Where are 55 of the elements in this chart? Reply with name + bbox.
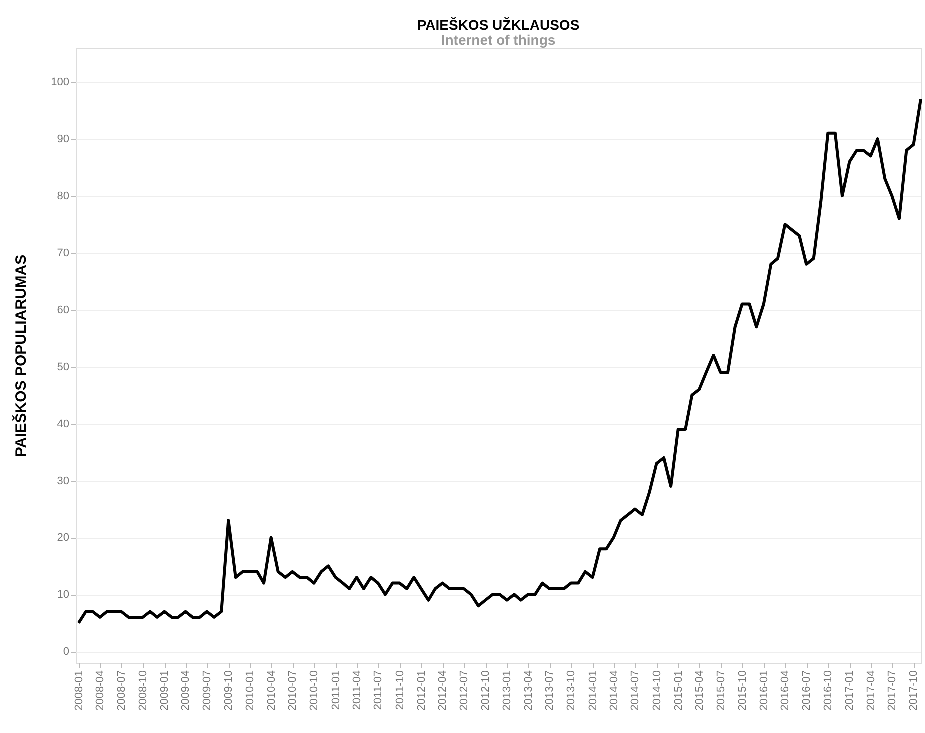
x-tick-label: 2017-10	[908, 670, 920, 711]
y-tick-label: 90	[57, 134, 70, 146]
y-axis-title: PAIEŠKOS POPULIARUMAS	[12, 254, 30, 458]
x-tick-label: 2014-01	[587, 670, 600, 711]
x-tick-label: 2008-10	[138, 670, 150, 711]
x-tick-label: 2014-04	[608, 670, 620, 711]
y-tick-label: 10	[57, 589, 70, 602]
x-tick-label: 2016-04	[780, 670, 792, 711]
x-tick-label: 2010-04	[266, 670, 278, 711]
x-tick-label: 2011-10	[394, 670, 406, 710]
x-tick-label: 2017-07	[886, 670, 899, 711]
chart-subtitle: Internet of things	[441, 32, 556, 48]
y-tick-label: 0	[63, 646, 70, 658]
x-tick-label: 2013-10	[566, 670, 578, 711]
x-tick-label: 2012-07	[458, 670, 471, 711]
y-tick-label: 70	[57, 248, 70, 260]
x-tick-label: 2015-01	[672, 670, 685, 711]
x-tick-label: 2015-07	[715, 670, 728, 711]
x-tick-label: 2012-10	[480, 670, 492, 711]
y-tick-label: 40	[57, 418, 70, 430]
x-tick-label: 2014-07	[630, 670, 642, 711]
x-tick-label: 2014-10	[651, 670, 664, 711]
x-tick-label: 2009-01	[159, 670, 172, 711]
y-tick-label: 30	[57, 475, 70, 488]
x-tick-label: 2012-01	[416, 670, 428, 711]
x-tick-label: 2009-04	[180, 670, 192, 711]
x-tick-label: 2008-01	[73, 670, 86, 711]
x-tick-label: 2008-07	[116, 670, 128, 711]
x-tick-label: 2016-01	[758, 670, 770, 711]
x-tick-label: 2017-01	[844, 670, 856, 711]
x-tick-label: 2009-10	[223, 670, 236, 711]
x-tick-label: 2011-04	[351, 670, 364, 710]
x-tick-label: 2010-10	[308, 670, 321, 711]
x-tick-label: 2016-10	[822, 670, 835, 711]
x-tick-label: 2011-01	[330, 670, 342, 710]
x-tick-label: 2010-01	[244, 670, 257, 711]
x-tick-label: 2011-07	[372, 670, 385, 710]
y-tick-label: 60	[57, 304, 70, 316]
y-tick-label: 80	[57, 190, 70, 203]
y-tick-label: 20	[57, 532, 70, 544]
x-tick-label: 2013-01	[502, 670, 514, 711]
x-tick-label: 2008-04	[94, 670, 107, 711]
chart-title: PAIEŠKOS UŽKLAUSOS	[417, 17, 580, 33]
x-tick-label: 2012-04	[437, 670, 450, 711]
y-tick-label: 100	[51, 76, 70, 89]
x-tick-label: 2013-07	[544, 670, 556, 711]
x-tick-label: 2013-04	[522, 670, 535, 711]
line-series	[77, 98, 922, 625]
x-tick-label: 2017-04	[865, 670, 878, 711]
x-tick-label: 2015-04	[694, 670, 706, 711]
x-tick-label: 2016-07	[801, 670, 814, 711]
x-tick-label: 2010-07	[287, 670, 300, 711]
x-tick-label: 2015-10	[736, 670, 749, 711]
y-tick-label: 50	[57, 361, 70, 374]
x-tick-label: 2009-07	[202, 670, 214, 711]
